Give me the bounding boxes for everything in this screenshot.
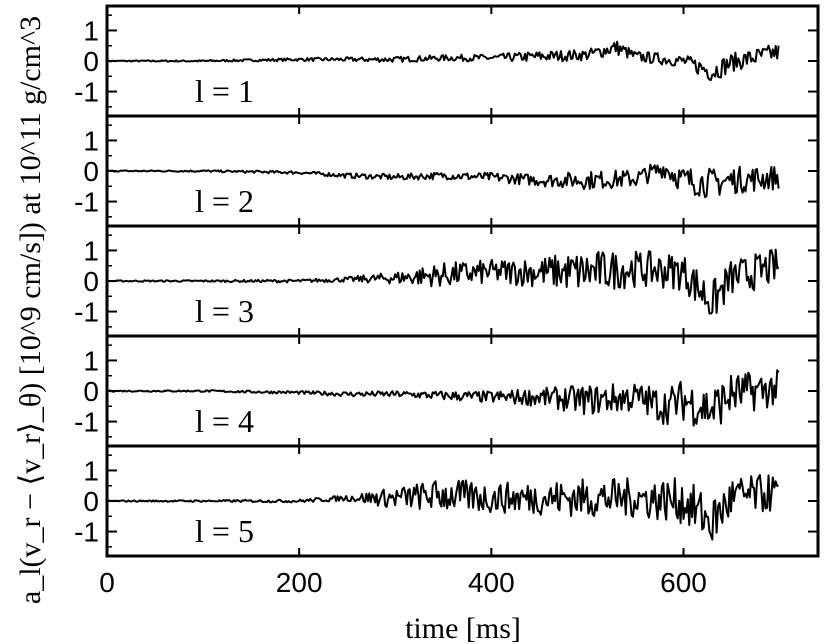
y-tick-label: -1 [74, 77, 99, 108]
panel-l3: -101 l = 3 [74, 224, 820, 338]
x-axis-label: time [ms] [405, 612, 521, 644]
panel-l1: -101 l = 1 [74, 4, 820, 118]
panel-l5: -101 l = 5 [74, 444, 820, 558]
series-line-l5 [106, 474, 779, 541]
panel-label: l = 3 [195, 293, 254, 329]
y-tick-label: 1 [83, 235, 99, 266]
panel-label: l = 2 [195, 183, 254, 219]
y-tick-label: 1 [83, 345, 99, 376]
panel-l4: -101 l = 4 [74, 334, 820, 448]
x-tick-label: 400 [468, 567, 515, 598]
panel-label: l = 4 [195, 403, 254, 439]
y-tick-label: 1 [83, 455, 99, 486]
y-tick-label: 0 [83, 156, 99, 187]
x-tick-label: 200 [276, 567, 323, 598]
panel-l2: -101 l = 2 [74, 114, 820, 228]
y-tick-label: 0 [83, 46, 99, 77]
y-tick-label: -1 [74, 187, 99, 218]
panel-label: l = 5 [195, 513, 254, 549]
y-tick-label: 0 [83, 376, 99, 407]
y-axis-label: a_l(v_r − ⟨v_r⟩_θ) [10^9 cm/s]) at 10^11… [14, 16, 47, 604]
y-tick-label: 0 [83, 266, 99, 297]
series-line-l2 [106, 163, 780, 199]
panel-label: l = 1 [195, 73, 254, 109]
x-tick-label: 600 [660, 567, 707, 598]
y-tick-label: -1 [74, 407, 99, 438]
y-tick-label: -1 [74, 517, 99, 548]
x-tick-label: 0 [99, 567, 115, 598]
series-line-l4 [106, 369, 780, 427]
y-tick-label: 0 [83, 486, 99, 517]
y-tick-label: 1 [83, 15, 99, 46]
y-tick-label: 1 [83, 125, 99, 156]
y-tick-label: -1 [74, 297, 99, 328]
series-line-l3 [106, 248, 780, 315]
series-line-l1 [106, 40, 780, 81]
